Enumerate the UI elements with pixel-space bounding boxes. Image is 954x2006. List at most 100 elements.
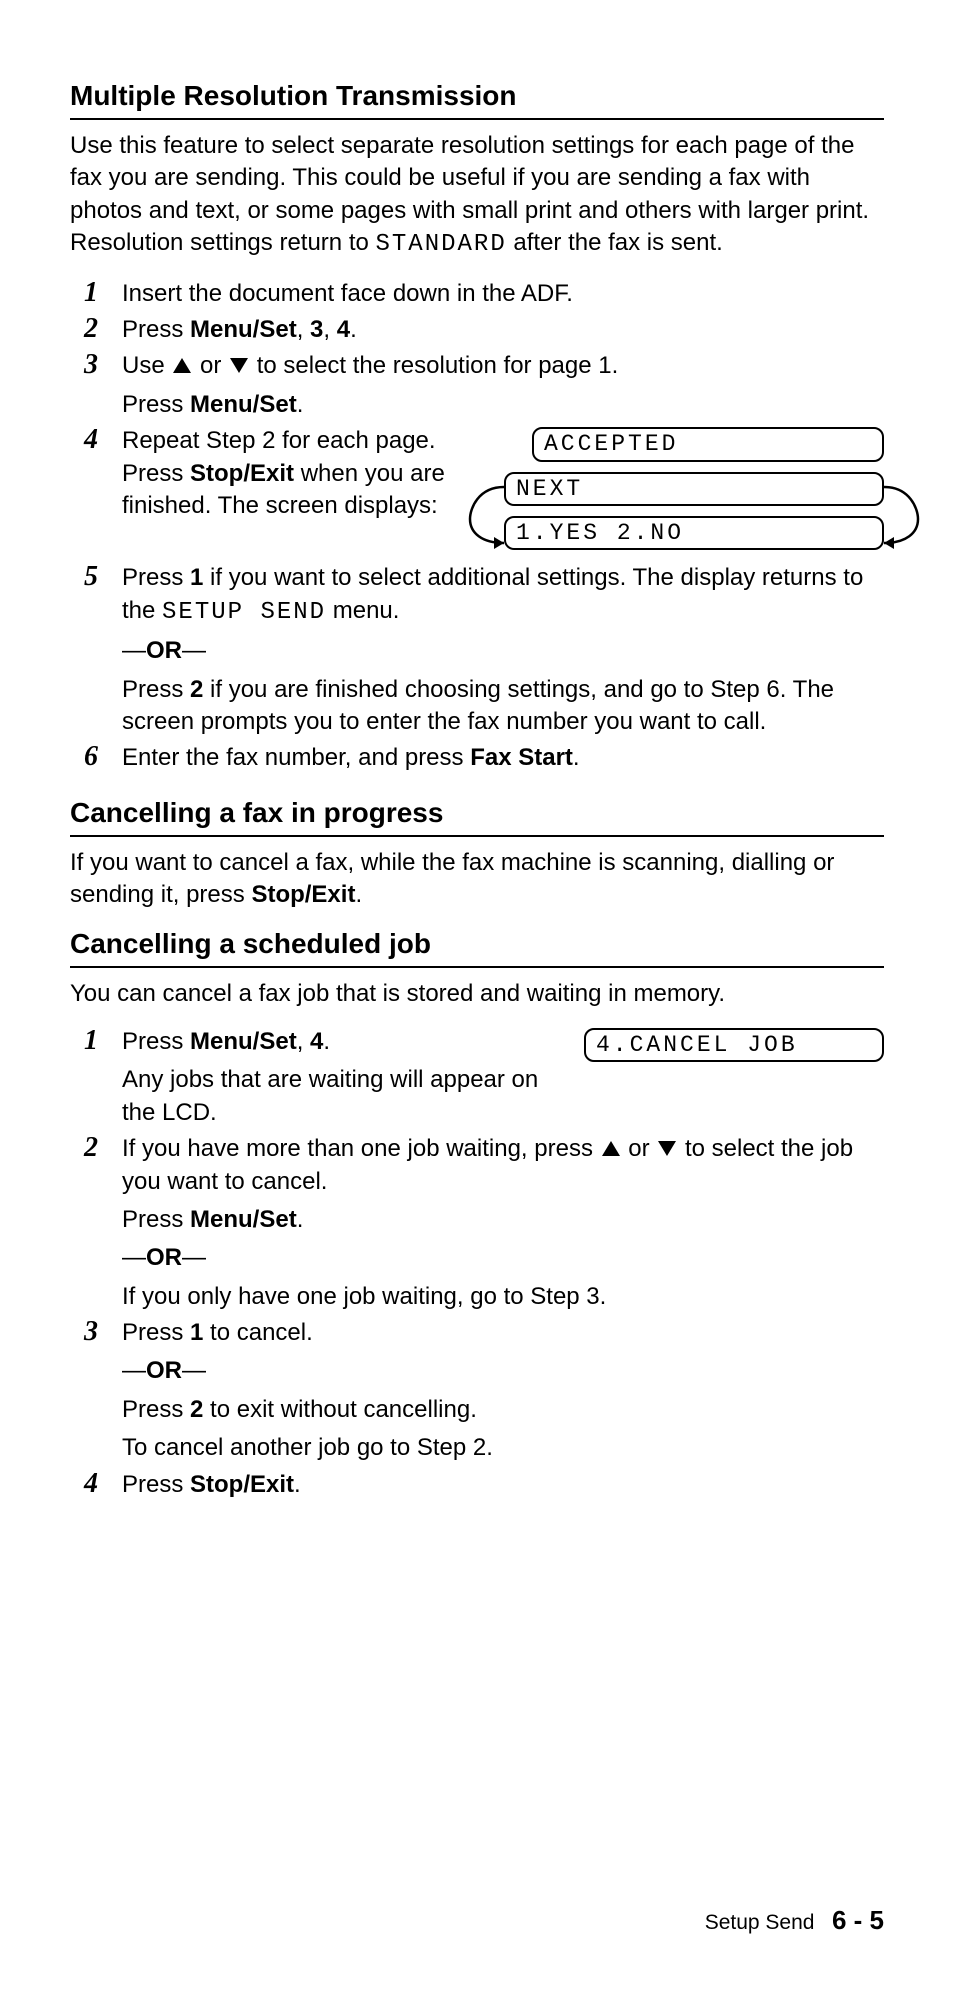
step-number: 5 [70,562,122,593]
down-arrow-icon [658,1141,676,1156]
t: . [573,744,580,771]
step-number: 4 [70,425,122,456]
step-body: Use or to select the resolution for page… [122,350,884,421]
t: Press [122,1471,190,1498]
step-number: 2 [70,1133,122,1164]
t: to exit without cancelling. [203,1396,476,1423]
section3-steps: 1 4.CANCEL JOB Press Menu/Set, 4. Any jo… [70,1026,884,1501]
t: to select the resolution for page 1. [250,352,618,379]
t: Press [122,316,190,343]
t: Press [122,1206,190,1233]
t: , [323,316,336,343]
document-page: Multiple Resolution Transmission Use thi… [0,0,954,2006]
key-3: 3 [310,316,323,343]
key-1: 1 [190,1319,203,1346]
step-body: Press 1 if you want to select additional… [122,562,884,738]
t: . [323,1028,330,1055]
key-4: 4 [310,1028,323,1055]
section1-intro: Use this feature to select separate reso… [70,130,884,262]
step1-text: Insert the document face down in the ADF… [122,278,884,310]
lcd-line-accepted: ACCEPTED [532,427,884,461]
t: — [122,1244,146,1271]
t: to cancel. [203,1319,312,1346]
key-2: 2 [190,1396,203,1423]
setup-send-mono: SETUP SEND [162,599,326,626]
section2-title: Cancelling a fax in progress [70,797,884,837]
stop-exit-label: Stop/Exit [251,881,355,908]
t: Press [122,564,190,591]
t: — [122,637,146,664]
stop-exit-label: Stop/Exit [190,1471,294,1498]
t: Enter the fax number, and press [122,744,470,771]
t: — [182,1357,206,1384]
step-body: Press 1 to cancel. —OR— Press 2 to exit … [122,1317,884,1465]
t: Press [122,1028,190,1055]
t: — [182,637,206,664]
section3-title: Cancelling a scheduled job [70,928,884,968]
t: . [297,1206,304,1233]
step-body: Enter the fax number, and press Fax Star… [122,742,884,774]
lcd-display-stack: ACCEPTED NEXT 1.YES 2.NO [504,427,884,550]
section2-intro: If you want to cancel a fax, while the f… [70,847,884,912]
t: or [622,1135,657,1162]
t: If you only have one job waiting, go to … [122,1281,884,1313]
step-number: 2 [70,314,122,345]
footer-page: 6 - 5 [832,1905,884,1935]
step-number: 1 [70,278,122,309]
page-footer: Setup Send 6 - 5 [705,1905,884,1936]
t: Press [122,1319,190,1346]
step-body: If you have more than one job waiting, p… [122,1133,884,1313]
key-4: 4 [337,316,350,343]
up-arrow-icon [602,1141,620,1156]
t: . [355,881,362,908]
cycle-arrow-right-icon [878,479,924,549]
step-body: 4.CANCEL JOB Press Menu/Set, 4. Any jobs… [122,1026,884,1129]
t: or [193,352,228,379]
t: , [297,316,310,343]
key-2: 2 [190,676,203,703]
menu-set-label: Menu/Set [190,391,297,418]
step-number: 4 [70,1469,122,1500]
t: Press [122,676,190,703]
t: — [122,1357,146,1384]
up-arrow-icon [173,358,191,373]
intro-text-b: after the fax is sent. [507,229,723,256]
t: . [294,1471,301,1498]
key-1: 1 [190,564,203,591]
fax-start-label: Fax Start [470,744,573,771]
step-number: 6 [70,742,122,773]
t: , [297,1028,310,1055]
t: if you are finished choosing settings, a… [122,676,834,735]
step-number: 3 [70,1317,122,1348]
or-label: OR [146,1244,182,1271]
t: To cancel another job go to Step 2. [122,1432,884,1464]
lcd-line-canceljob: 4.CANCEL JOB [584,1028,884,1062]
section1-steps: 1 Insert the document face down in the A… [70,278,884,775]
section1-title: Multiple Resolution Transmission [70,80,884,120]
t: Press [122,1396,190,1423]
t: . [297,391,304,418]
t: menu. [326,597,399,624]
t: . [350,316,357,343]
step-number: 3 [70,350,122,381]
step-body: Insert the document face down in the ADF… [122,278,884,310]
lcd-line-yesno: 1.YES 2.NO [504,516,884,550]
down-arrow-icon [230,358,248,373]
footer-label: Setup Send [705,1911,815,1934]
t: Any jobs that are waiting will appear on… [122,1064,884,1129]
step-body: ACCEPTED NEXT 1.YES 2.NO Repeat Step 2 f… [122,425,884,558]
t: If you want to cancel a fax, while the f… [70,849,834,908]
t: — [182,1244,206,1271]
t: Press [122,391,190,418]
or-label: OR [146,637,182,664]
stop-exit-label: Stop/Exit [190,460,294,487]
menu-set-label: Menu/Set [190,1206,297,1233]
step-body: Press Menu/Set, 3, 4. [122,314,884,346]
t: Use [122,352,171,379]
lcd-line-next: NEXT [504,472,884,506]
step-number: 1 [70,1026,122,1057]
or-label: OR [146,1357,182,1384]
intro-standard: STANDARD [376,231,507,258]
step-body: Press Stop/Exit. [122,1469,884,1501]
lcd-display: 4.CANCEL JOB [584,1028,884,1072]
